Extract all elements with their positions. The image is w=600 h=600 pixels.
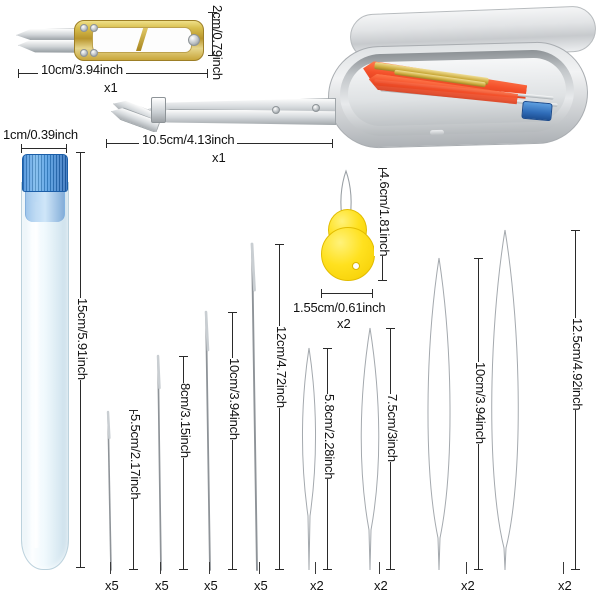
wire-threader-5-8-label: 5.8cm/2.28inch — [319, 394, 340, 480]
tin-case-illustration — [322, 5, 597, 158]
tin-content-blue-cap — [521, 100, 553, 122]
wire-threader-shape-7-5 — [360, 327, 380, 571]
qty-tick-5 — [315, 562, 316, 574]
needle-10-dimension-line — [228, 312, 237, 570]
qty-tick-6 — [379, 562, 380, 574]
test-tube-illustration — [16, 150, 76, 570]
wire-threader-shape-5-8 — [302, 347, 316, 571]
needle-8-label: 8cm/3.15inch — [175, 383, 196, 458]
tweezers-quantity: x1 — [212, 150, 226, 165]
snips-height-label: 2cm/0.79inch — [210, 5, 225, 80]
wire-threader-shape-10 — [427, 257, 451, 571]
qty-tick-3 — [209, 562, 210, 574]
snips-height-dimension-line — [208, 12, 217, 56]
wire-threader-shape-12-5 — [491, 229, 519, 571]
yellow-threader-width-dimension-line — [321, 289, 373, 298]
needle-8-dimension-line — [179, 356, 188, 570]
thread-snips-illustration — [14, 8, 204, 70]
test-tube-cap — [22, 154, 68, 192]
straight-needles-group — [106, 242, 258, 571]
wire-threader-10-label: 10cm/3.94inch — [470, 362, 491, 444]
bottom-quantity-6: x2 — [374, 578, 388, 593]
bottom-quantity-4: x5 — [254, 578, 268, 593]
wire-threader-7-5-label: 7.5cm/3inch — [382, 394, 403, 462]
test-tube-length-label: 15cm/5.91inch — [72, 298, 93, 380]
yellow-threader-lower-lobe — [321, 227, 375, 281]
qty-tick-7 — [466, 562, 467, 574]
bottom-quantity-3: x5 — [204, 578, 218, 593]
wire-threaders-group — [302, 229, 519, 571]
yellow-threader-width-label: 1.55cm/0.61inch — [293, 300, 386, 315]
yellow-threader-hanging-hole — [352, 262, 360, 270]
bottom-quantity-1: x5 — [105, 578, 119, 593]
tweezers-hole-1 — [272, 106, 280, 114]
snips-rivet-3 — [80, 49, 88, 57]
qty-tick-1 — [110, 562, 111, 574]
qty-tick-8 — [563, 562, 564, 574]
needle-shape-12 — [251, 243, 258, 571]
tweezers-length-label: 10.5cm/4.13inch — [139, 132, 238, 147]
snips-length-label: 10cm/3.94inch — [38, 62, 126, 77]
snips-rivet-1 — [80, 24, 88, 32]
bottom-quantity-5: x2 — [310, 578, 324, 593]
tweezers-hole-2 — [312, 104, 320, 112]
test-tube-body — [21, 182, 69, 570]
snips-quantity: x1 — [104, 80, 118, 95]
needle-shape-8 — [157, 355, 162, 571]
yellow-threader-illustration — [312, 165, 392, 285]
test-tube-width-label: 1cm/0.39inch — [3, 127, 78, 142]
needle-10-label: 10cm/3.94inch — [224, 358, 245, 440]
test-tube-highlight — [32, 202, 40, 548]
needle-12-label: 12cm/4.72inch — [271, 326, 292, 408]
snips-pivot-rivet — [188, 34, 200, 46]
test-tube-width-dimension-line — [21, 144, 67, 153]
needle-shape-10 — [205, 311, 211, 571]
tweezers-band — [151, 97, 166, 123]
wire-threader-12-5-label: 12.5cm/4.92inch — [567, 318, 588, 411]
tweezers-lower-arm — [148, 109, 336, 125]
tweezers-illustration — [104, 96, 336, 136]
snips-rivet-4 — [90, 49, 98, 57]
snips-rivet-2 — [90, 24, 98, 32]
bottom-quantity-7: x2 — [461, 578, 475, 593]
yellow-threader-quantity: x2 — [337, 316, 351, 331]
qty-tick-2 — [160, 562, 161, 574]
bottom-quantity-8: x2 — [558, 578, 572, 593]
needle-5-5-label: 5.5cm/2.17inch — [125, 414, 146, 500]
qty-tick-4 — [259, 562, 260, 574]
bottom-quantity-2: x5 — [155, 578, 169, 593]
tin-clasp — [429, 129, 445, 136]
